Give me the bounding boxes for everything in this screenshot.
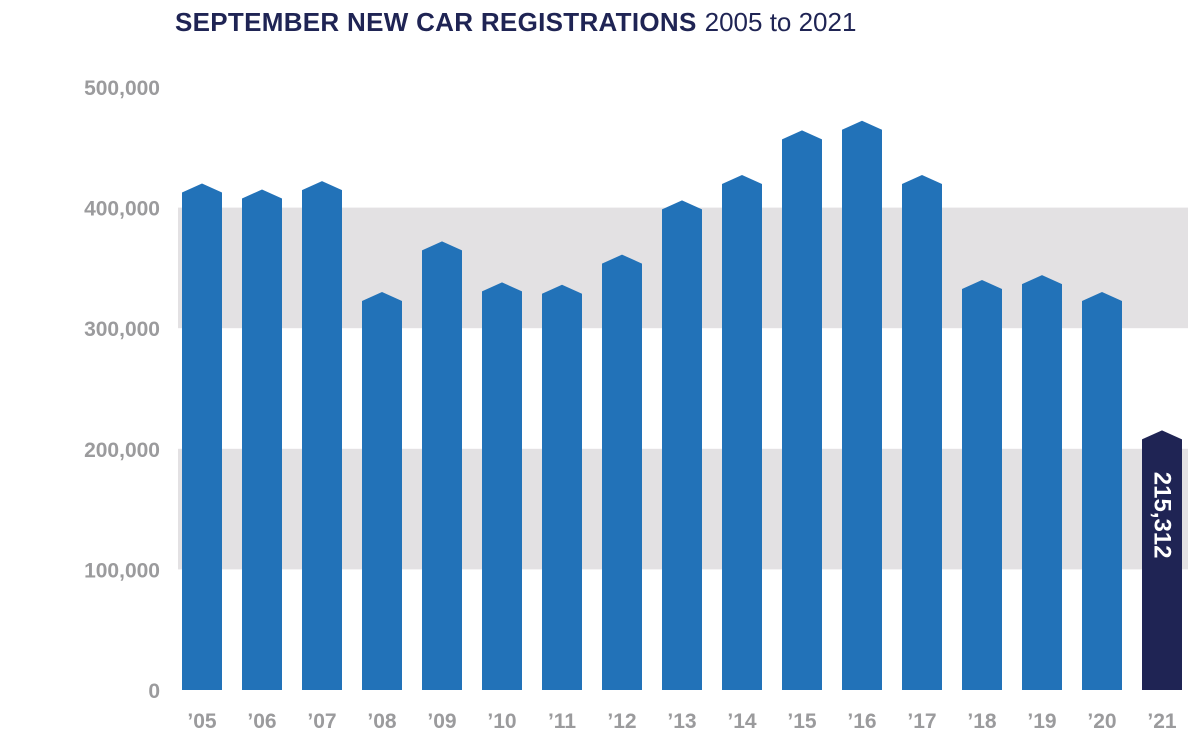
bar-21 (1142, 430, 1182, 690)
x-tick-label: ’09 (427, 710, 456, 733)
y-tick-label: 400,000 (84, 198, 160, 221)
chart-title: SEPTEMBER NEW CAR REGISTRATIONS 2005 to 2… (175, 4, 856, 40)
bars: 215,312 (182, 120, 1182, 691)
bar-17 (902, 175, 942, 691)
x-tick-label: ’17 (907, 710, 936, 733)
bar-10 (482, 282, 522, 690)
chart-title-main: SEPTEMBER NEW CAR REGISTRATIONS (175, 7, 697, 37)
bar-05 (182, 183, 222, 691)
y-tick-label: 300,000 (84, 318, 160, 341)
bar-value-label: 215,312 (1149, 472, 1176, 559)
bar-20 (1082, 292, 1122, 690)
bar-15 (782, 130, 822, 690)
bar-18 (962, 279, 1002, 690)
bar-09 (422, 241, 462, 691)
y-tick-label: 0 (148, 680, 160, 703)
y-axis-ticks: 0 100,000 200,000 300,000 400,000 500,000 (84, 77, 160, 703)
x-tick-label: ’10 (487, 710, 516, 733)
bar-13 (662, 200, 702, 690)
x-tick-label: ’06 (247, 710, 276, 733)
x-tick-label: ’18 (967, 710, 997, 733)
chart-subtitle: 2005 to 2021 (704, 7, 857, 37)
bar-07 (302, 181, 342, 690)
y-tick-label: 200,000 (84, 439, 160, 462)
x-tick-label: ’19 (1027, 710, 1056, 733)
x-tick-label: ’05 (187, 710, 217, 733)
bar-16 (842, 120, 882, 690)
x-tick-label: ’12 (607, 710, 636, 733)
bar-14 (722, 175, 762, 691)
x-tick-label: ’11 (548, 710, 576, 733)
bar-08 (362, 292, 402, 690)
x-tick-label: ’14 (727, 710, 757, 733)
x-tick-label: ’15 (787, 710, 817, 733)
x-tick-label: ’13 (667, 710, 696, 733)
bar-12 (602, 254, 642, 690)
y-tick-label: 100,000 (84, 559, 160, 582)
bar-06 (242, 189, 282, 690)
x-tick-label: ’21 (1147, 710, 1177, 733)
bar-11 (542, 284, 582, 690)
x-tick-label: ’07 (307, 710, 336, 733)
x-tick-label: ’08 (367, 710, 397, 733)
y-tick-label: 500,000 (84, 77, 160, 100)
x-tick-label: ’20 (1087, 710, 1116, 733)
x-tick-label: ’16 (847, 710, 876, 733)
bar-19 (1022, 275, 1062, 690)
x-axis-labels: ’05 ’06 ’07 ’08 ’09 ’10 ’11 ’12 ’13 ’14 ’15 ’16 ’17 ’… (187, 710, 1177, 733)
